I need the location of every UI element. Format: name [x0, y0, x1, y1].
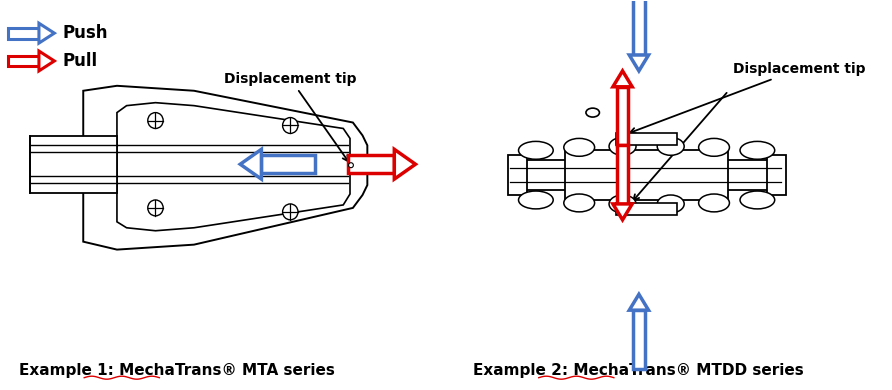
Text: Push: Push — [62, 24, 108, 42]
Polygon shape — [629, 294, 648, 310]
Bar — [633, 0, 645, 55]
Polygon shape — [117, 103, 350, 231]
FancyBboxPatch shape — [8, 55, 39, 66]
Ellipse shape — [698, 138, 730, 156]
Ellipse shape — [740, 191, 774, 209]
Ellipse shape — [518, 142, 553, 159]
Ellipse shape — [564, 138, 595, 156]
Bar — [616, 145, 628, 204]
Ellipse shape — [657, 195, 684, 213]
Ellipse shape — [657, 137, 684, 155]
Circle shape — [349, 163, 353, 168]
Bar — [616, 87, 628, 145]
Ellipse shape — [609, 195, 636, 213]
Bar — [615, 203, 677, 215]
Bar — [615, 133, 677, 145]
Bar — [565, 150, 729, 200]
Ellipse shape — [586, 108, 599, 117]
Bar — [512, 160, 781, 190]
Ellipse shape — [698, 194, 730, 212]
Ellipse shape — [740, 142, 774, 159]
FancyBboxPatch shape — [348, 155, 394, 173]
Circle shape — [283, 117, 298, 133]
Ellipse shape — [518, 191, 553, 209]
Polygon shape — [39, 51, 54, 71]
Bar — [348, 157, 356, 172]
Circle shape — [148, 200, 163, 216]
Text: Example 2: MechaTrans® MTDD series: Example 2: MechaTrans® MTDD series — [474, 363, 804, 378]
Polygon shape — [629, 55, 648, 71]
Polygon shape — [394, 149, 416, 179]
Bar — [508, 155, 527, 195]
Polygon shape — [39, 23, 54, 43]
Ellipse shape — [609, 137, 636, 155]
Bar — [767, 155, 786, 195]
Polygon shape — [240, 149, 261, 179]
Circle shape — [148, 113, 163, 128]
Text: Displacement tip: Displacement tip — [224, 72, 357, 161]
Polygon shape — [83, 86, 368, 250]
Text: Pull: Pull — [62, 52, 97, 70]
Bar — [261, 155, 316, 173]
Circle shape — [283, 204, 298, 220]
Bar — [633, 310, 645, 369]
Polygon shape — [613, 71, 632, 87]
Text: Example 1: MechaTrans® MTA series: Example 1: MechaTrans® MTA series — [19, 363, 334, 378]
Polygon shape — [613, 204, 632, 220]
Text: Displacement tip: Displacement tip — [630, 62, 866, 133]
FancyBboxPatch shape — [8, 28, 39, 39]
Bar — [30, 136, 117, 193]
Ellipse shape — [564, 194, 595, 212]
